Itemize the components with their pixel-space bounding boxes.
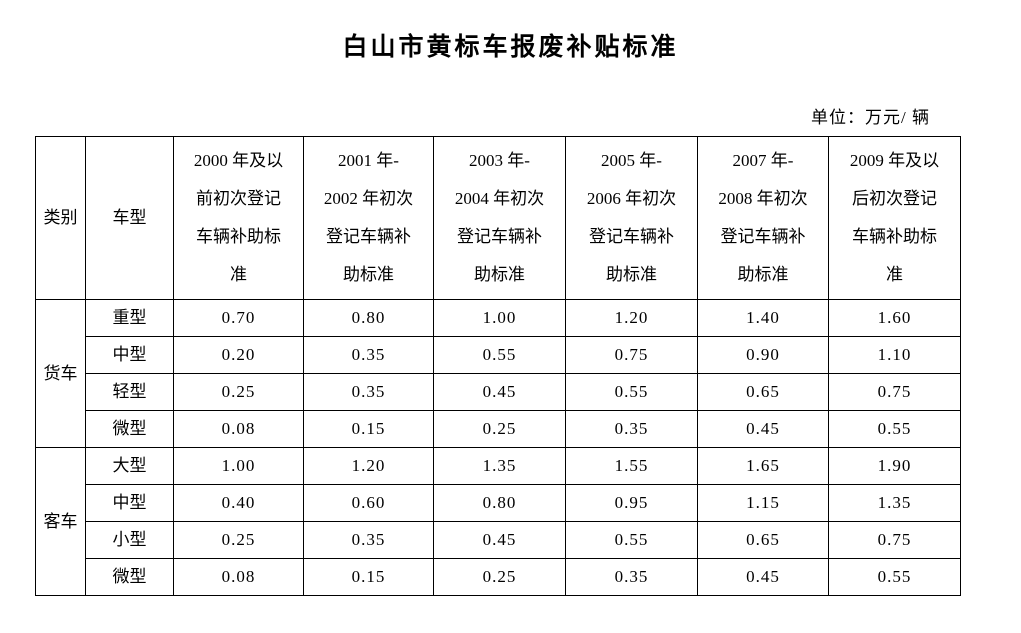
category-cell-truck: 货车	[35, 299, 86, 448]
subsidy-value-cell: 0.60	[303, 484, 434, 522]
table-row: 中型 0.20 0.35 0.55 0.75 0.90 1.10	[36, 336, 961, 374]
subsidy-value-cell: 0.35	[565, 410, 698, 448]
table-row: 中型 0.40 0.60 0.80 0.95 1.15 1.35	[36, 484, 961, 522]
col-header-period-2003-2004: 2003 年- 2004 年初次 登记车辆补 助标准	[433, 136, 566, 300]
subsidy-table: 类别 车型 2000 年及以 前初次登记 车辆补助标 准 2001 年- 200…	[35, 136, 961, 596]
subsidy-value-cell: 0.08	[173, 410, 304, 448]
subsidy-value-cell: 0.08	[173, 558, 304, 596]
subsidy-value-cell: 0.45	[697, 558, 829, 596]
vehicle-type-cell: 小型	[85, 521, 174, 559]
vehicle-type-cell: 大型	[85, 447, 174, 485]
subsidy-value-cell: 0.80	[433, 484, 566, 522]
subsidy-value-cell: 0.55	[828, 558, 961, 596]
subsidy-value-cell: 1.35	[828, 484, 961, 522]
subsidy-value-cell: 1.00	[433, 299, 566, 337]
vehicle-type-cell: 中型	[85, 336, 174, 374]
subsidy-value-cell: 1.00	[173, 447, 304, 485]
subsidy-value-cell: 1.20	[565, 299, 698, 337]
subsidy-value-cell: 0.55	[828, 410, 961, 448]
subsidy-value-cell: 1.40	[697, 299, 829, 337]
subsidy-value-cell: 0.75	[565, 336, 698, 374]
subsidy-value-cell: 0.25	[433, 558, 566, 596]
subsidy-value-cell: 1.65	[697, 447, 829, 485]
subsidy-value-cell: 0.55	[433, 336, 566, 374]
subsidy-value-cell: 0.65	[697, 521, 829, 559]
subsidy-value-cell: 0.25	[433, 410, 566, 448]
table-row: 微型 0.08 0.15 0.25 0.35 0.45 0.55	[36, 558, 961, 596]
subsidy-value-cell: 1.55	[565, 447, 698, 485]
subsidy-value-cell: 0.15	[303, 410, 434, 448]
subsidy-value-cell: 0.95	[565, 484, 698, 522]
subsidy-value-cell: 0.55	[565, 373, 698, 411]
subsidy-value-cell: 0.35	[303, 373, 434, 411]
subsidy-value-cell: 1.20	[303, 447, 434, 485]
subsidy-value-cell: 0.45	[433, 373, 566, 411]
col-header-period-2005-2006: 2005 年- 2006 年初次 登记车辆补 助标准	[565, 136, 698, 300]
subsidy-value-cell: 0.20	[173, 336, 304, 374]
subsidy-value-cell: 0.75	[828, 521, 961, 559]
vehicle-type-cell: 重型	[85, 299, 174, 337]
subsidy-value-cell: 0.75	[828, 373, 961, 411]
subsidy-value-cell: 1.15	[697, 484, 829, 522]
col-header-vehicle-type: 车型	[85, 136, 174, 300]
subsidy-value-cell: 1.90	[828, 447, 961, 485]
subsidy-value-cell: 0.15	[303, 558, 434, 596]
unit-note: 单位：万元/ 辆	[811, 108, 930, 127]
subsidy-value-cell: 1.60	[828, 299, 961, 337]
subsidy-value-cell: 0.70	[173, 299, 304, 337]
category-cell-bus: 客车	[35, 447, 86, 596]
subsidy-value-cell: 0.35	[303, 521, 434, 559]
table-row: 货车 重型 0.70 0.80 1.00 1.20 1.40 1.60	[35, 299, 961, 448]
subsidy-value-cell: 1.10	[828, 336, 961, 374]
vehicle-type-cell: 轻型	[85, 373, 174, 411]
subsidy-value-cell: 0.40	[173, 484, 304, 522]
col-header-period-2009: 2009 年及以 后初次登记 车辆补助标 准	[828, 136, 961, 300]
subsidy-value-cell: 0.45	[697, 410, 829, 448]
subsidy-value-cell: 0.35	[565, 558, 698, 596]
vehicle-type-cell: 中型	[85, 484, 174, 522]
subsidy-value-cell: 0.45	[433, 521, 566, 559]
subsidy-value-cell: 0.80	[303, 299, 434, 337]
subsidy-value-cell: 0.35	[303, 336, 434, 374]
table-row: 微型 0.08 0.15 0.25 0.35 0.45 0.55	[36, 410, 961, 448]
subsidy-value-cell: 0.90	[697, 336, 829, 374]
vehicle-type-cell: 微型	[85, 410, 174, 448]
vehicle-type-cell: 微型	[85, 558, 174, 596]
subsidy-value-cell: 0.55	[565, 521, 698, 559]
col-header-period-2001-2002: 2001 年- 2002 年初次 登记车辆补 助标准	[303, 136, 434, 300]
col-header-category: 类别	[35, 136, 86, 300]
subsidy-value-cell: 0.65	[697, 373, 829, 411]
subsidy-value-cell: 0.25	[173, 521, 304, 559]
col-header-period-2000: 2000 年及以 前初次登记 车辆补助标 准	[173, 136, 304, 300]
subsidy-value-cell: 1.35	[433, 447, 566, 485]
table-row: 客车 大型 1.00 1.20 1.35 1.55 1.65 1.90	[35, 447, 961, 596]
table-header-row: 类别 车型 2000 年及以 前初次登记 车辆补助标 准 2001 年- 200…	[35, 136, 961, 300]
table-row: 小型 0.25 0.35 0.45 0.55 0.65 0.75	[36, 521, 961, 559]
page-title: 白山市黄标车报废补贴标准	[342, 34, 679, 61]
col-header-period-2007-2008: 2007 年- 2008 年初次 登记车辆补 助标准	[697, 136, 829, 300]
subsidy-value-cell: 0.25	[173, 373, 304, 411]
table-row: 轻型 0.25 0.35 0.45 0.55 0.65 0.75	[36, 373, 961, 411]
